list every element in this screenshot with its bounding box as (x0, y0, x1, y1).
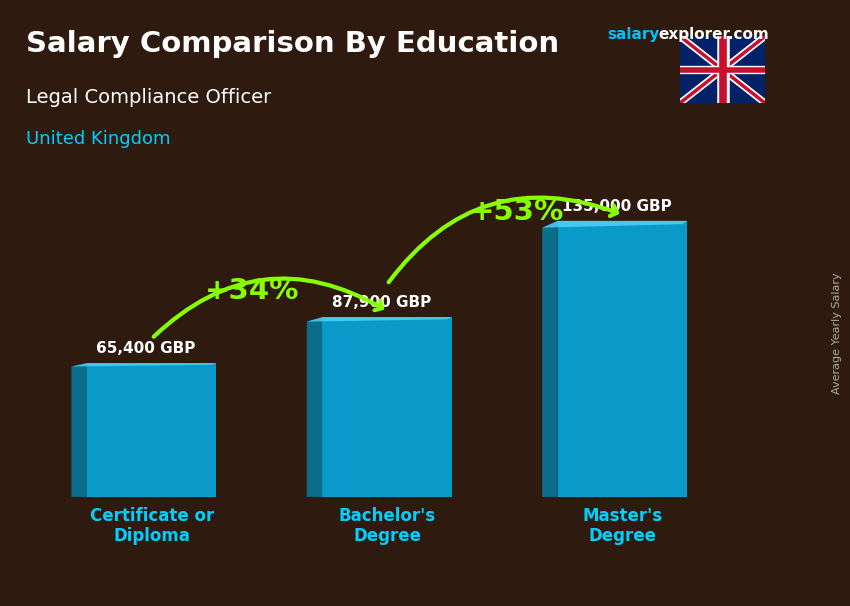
Text: 87,900 GBP: 87,900 GBP (332, 295, 431, 310)
Text: salary: salary (608, 27, 660, 42)
Text: United Kingdom: United Kingdom (26, 130, 170, 148)
Text: 65,400 GBP: 65,400 GBP (96, 341, 196, 356)
Text: 135,000 GBP: 135,000 GBP (562, 199, 672, 214)
Bar (87, 363, 217, 497)
Polygon shape (307, 317, 322, 497)
Text: explorer.com: explorer.com (659, 27, 769, 42)
Text: Salary Comparison By Education: Salary Comparison By Education (26, 30, 558, 58)
Polygon shape (542, 221, 687, 228)
Text: +34%: +34% (205, 277, 299, 305)
Polygon shape (542, 221, 558, 497)
Polygon shape (71, 363, 87, 497)
Bar (558, 221, 687, 497)
Polygon shape (307, 317, 452, 322)
Bar (322, 317, 452, 497)
Text: Average Yearly Salary: Average Yearly Salary (832, 273, 842, 394)
Polygon shape (71, 363, 217, 367)
Text: +53%: +53% (469, 198, 564, 225)
Text: Legal Compliance Officer: Legal Compliance Officer (26, 88, 271, 107)
